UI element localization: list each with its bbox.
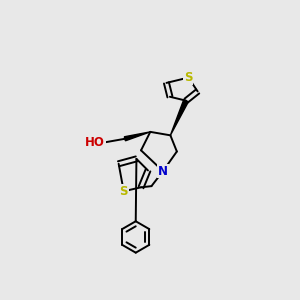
Text: S: S: [184, 71, 193, 84]
Polygon shape: [124, 132, 150, 141]
Text: HO: HO: [85, 136, 105, 149]
Text: S: S: [119, 185, 128, 198]
Polygon shape: [170, 100, 188, 135]
Text: N: N: [158, 165, 168, 178]
